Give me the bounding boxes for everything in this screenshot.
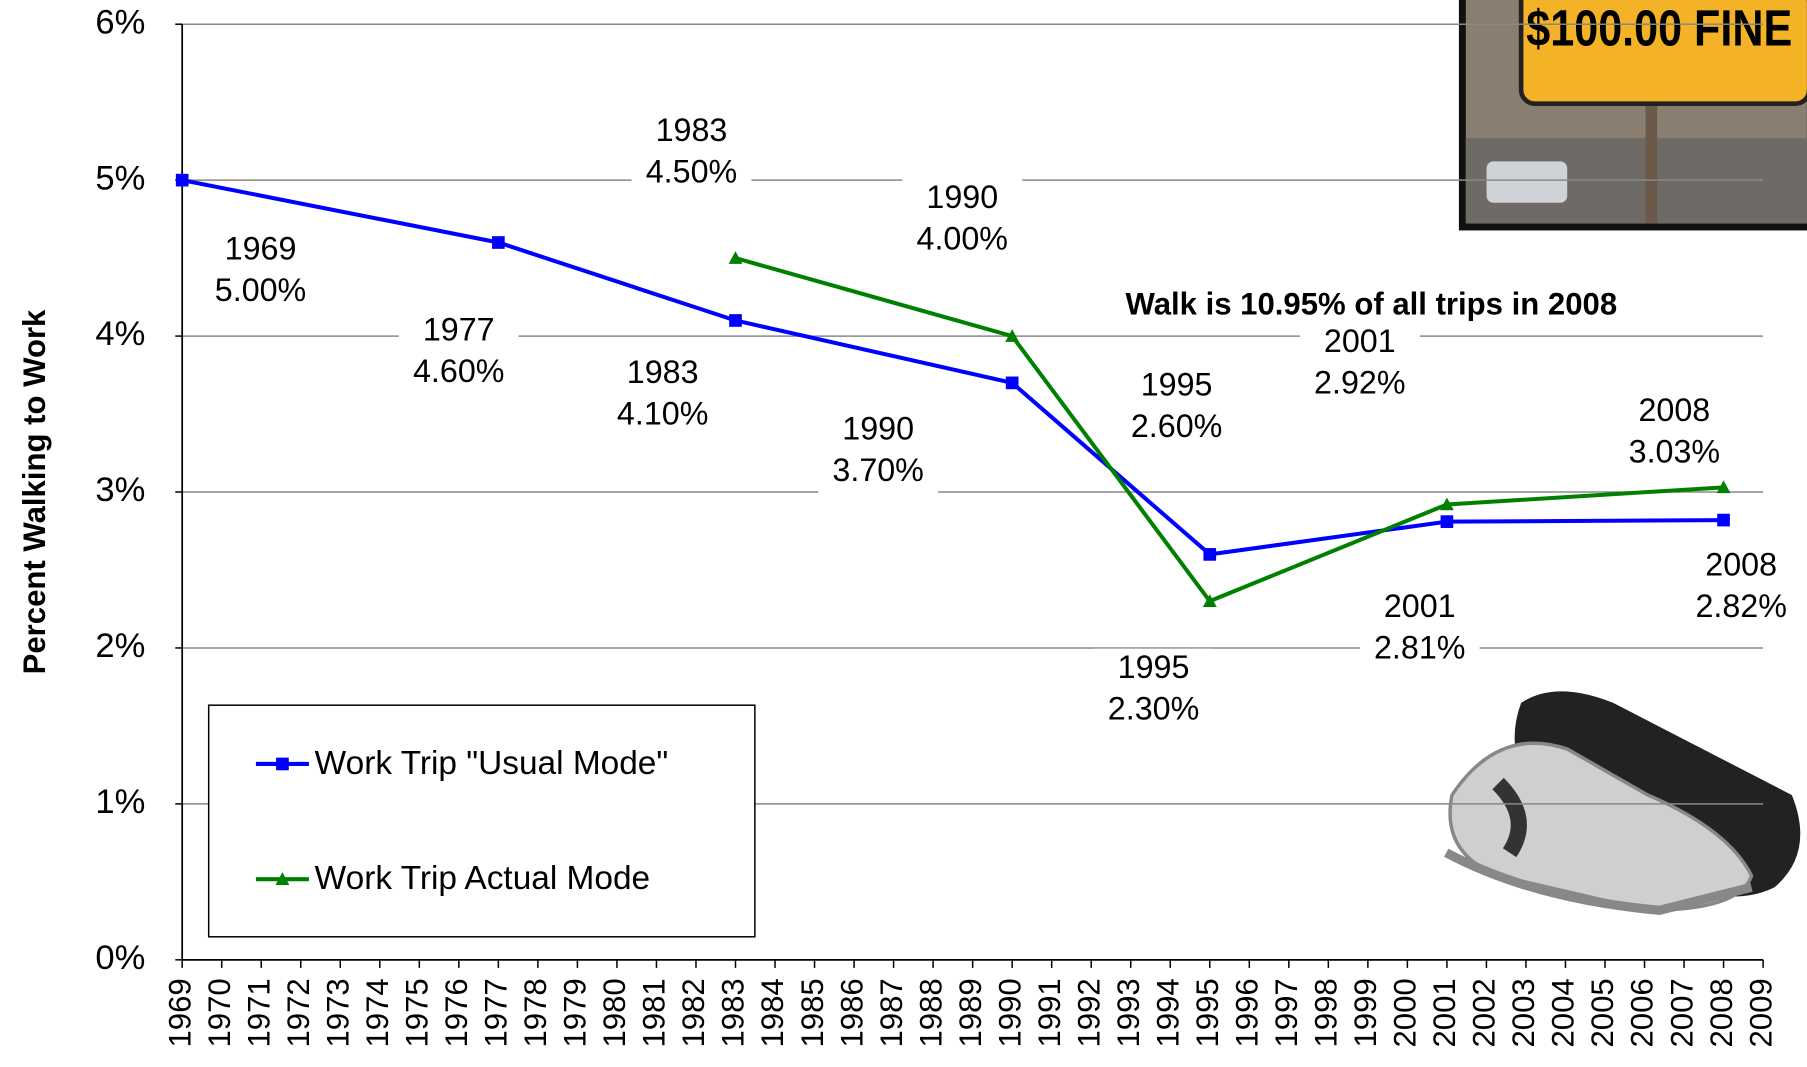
x-tick-label: 1984 (755, 978, 790, 1047)
data-label: 2.92% (1314, 364, 1405, 400)
y-tick-label: 1% (95, 783, 145, 821)
data-point (1717, 514, 1730, 527)
data-label: 5.00% (215, 272, 306, 308)
x-tick-label: 1969 (162, 978, 197, 1047)
x-tick-label: 2004 (1546, 978, 1581, 1047)
data-label-year: 1977 (423, 311, 495, 347)
data-label-year: 1990 (842, 410, 914, 446)
x-tick-label: 1971 (241, 978, 276, 1047)
x-tick-label: 1980 (597, 978, 632, 1047)
data-label: 4.00% (917, 220, 1008, 256)
legend-label: Work Trip "Usual Mode" (315, 745, 669, 782)
data-label-year: 1983 (656, 112, 728, 148)
y-axis-label: Percent Walking to Work (17, 309, 52, 674)
x-tick-label: 1996 (1230, 978, 1265, 1047)
x-tick-label: 1972 (281, 978, 316, 1047)
annotation: Walk is 10.95% of all trips in 2008 (1126, 287, 1618, 322)
x-tick-label: 2008 (1704, 978, 1739, 1047)
data-point (492, 236, 505, 249)
x-tick-label: 1991 (1032, 978, 1067, 1047)
data-label-year: 2001 (1324, 323, 1396, 359)
x-tick-label: 2002 (1467, 978, 1502, 1047)
data-label: 2.60% (1131, 408, 1222, 444)
x-tick-label: 1998 (1309, 978, 1344, 1047)
x-tick-label: 1992 (1071, 978, 1106, 1047)
x-tick-label: 1997 (1269, 978, 1304, 1047)
x-tick-label: 1986 (834, 978, 869, 1047)
x-tick-label: 1989 (953, 978, 988, 1047)
legend-marker (276, 758, 289, 771)
data-label-year: 1990 (926, 179, 998, 215)
data-label: 4.60% (413, 353, 504, 389)
legend-label: Work Trip Actual Mode (315, 860, 650, 897)
y-tick-label: 3% (95, 471, 145, 509)
x-tick-label: 2009 (1743, 978, 1778, 1047)
data-point (729, 314, 742, 327)
data-point (176, 174, 189, 187)
x-tick-label: 2003 (1506, 978, 1541, 1047)
data-label-year: 1995 (1141, 367, 1213, 403)
data-label: 4.50% (646, 154, 737, 190)
x-tick-label: 1993 (1111, 978, 1146, 1047)
data-label-year: 2008 (1705, 546, 1777, 582)
data-label-year: 1995 (1118, 649, 1190, 685)
data-label-year: 2008 (1638, 392, 1710, 428)
x-tick-label: 1988 (913, 978, 948, 1047)
x-tick-label: 1981 (637, 978, 672, 1047)
photo-sign-text: $100.00 FINE (1526, 0, 1792, 56)
photo-car (1487, 161, 1568, 202)
x-tick-label: 1987 (874, 978, 909, 1047)
data-label-year: 1983 (627, 354, 699, 390)
data-label: 3.03% (1629, 434, 1720, 470)
x-tick-label: 1985 (795, 978, 830, 1047)
x-tick-label: 1982 (676, 978, 711, 1047)
data-label: 2.30% (1108, 690, 1199, 726)
data-point (1441, 515, 1454, 528)
page: $100.00 FINE Percent Walking to Work Wal… (0, 0, 1807, 1067)
y-tick-label: 0% (95, 939, 145, 977)
x-tick-label: 1990 (992, 978, 1027, 1047)
data-label: 3.70% (832, 452, 923, 488)
x-tick-label: 1973 (320, 978, 355, 1047)
x-tick-label: 1970 (202, 978, 237, 1047)
x-tick-label: 1979 (558, 978, 593, 1047)
data-label: 2.82% (1695, 588, 1786, 624)
data-label: 2.81% (1374, 629, 1465, 665)
data-label: 4.10% (617, 395, 708, 431)
x-tick-label: 1974 (360, 978, 395, 1047)
photo-post (1646, 92, 1658, 223)
y-tick-label: 2% (95, 627, 145, 665)
legend: Work Trip "Usual Mode" Work Trip Actual M… (209, 705, 755, 937)
data-label-year: 2001 (1384, 588, 1456, 624)
x-tick-label: 1995 (1190, 978, 1225, 1047)
x-tick-label: 2001 (1427, 978, 1462, 1047)
x-tick-label: 2006 (1625, 978, 1660, 1047)
x-tick-label: 1999 (1348, 978, 1383, 1047)
x-tick-label: 1975 (400, 978, 435, 1047)
y-tick-label: 4% (95, 315, 145, 353)
x-tick-label: 1976 (439, 978, 474, 1047)
x-tick-label: 1994 (1150, 978, 1185, 1047)
chart: $100.00 FINE Percent Walking to Work Wal… (0, 0, 1807, 1067)
x-tick-label: 2000 (1388, 978, 1423, 1047)
x-tick-label: 1983 (716, 978, 751, 1047)
data-label-year: 1969 (225, 231, 297, 267)
data-point (1006, 377, 1019, 390)
x-tick-label: 2005 (1585, 978, 1620, 1047)
shoe-photo (1446, 691, 1800, 910)
sign-photo: $100.00 FINE (1459, 0, 1807, 230)
x-tick-label: 2007 (1664, 978, 1699, 1047)
legend-box (209, 705, 755, 937)
y-tick-label: 6% (95, 3, 145, 41)
x-tick-label: 1977 (479, 978, 514, 1047)
data-point (1203, 548, 1216, 561)
x-tick-label: 1978 (518, 978, 553, 1047)
y-tick-label: 5% (95, 159, 145, 197)
